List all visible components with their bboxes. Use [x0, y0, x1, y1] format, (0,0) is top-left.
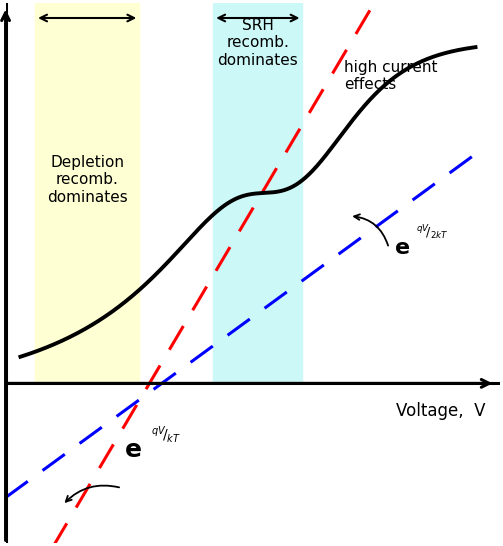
Text: $^{qV}\!/_{2kT}$: $^{qV}\!/_{2kT}$ — [416, 224, 449, 242]
Text: Depletion
recomb.
dominates: Depletion recomb. dominates — [47, 155, 128, 205]
Text: SRH
recomb.
dominates: SRH recomb. dominates — [217, 18, 298, 68]
Text: $^{qV}\!/_{kT}$: $^{qV}\!/_{kT}$ — [151, 424, 182, 445]
Text: $\mathbf{e}$: $\mathbf{e}$ — [124, 438, 142, 462]
Text: high current
effects: high current effects — [345, 60, 438, 92]
Text: Voltage,  V: Voltage, V — [396, 402, 485, 420]
Bar — [35, 3, 139, 383]
Text: $\mathbf{e}$: $\mathbf{e}$ — [394, 238, 410, 258]
Bar — [213, 3, 302, 383]
